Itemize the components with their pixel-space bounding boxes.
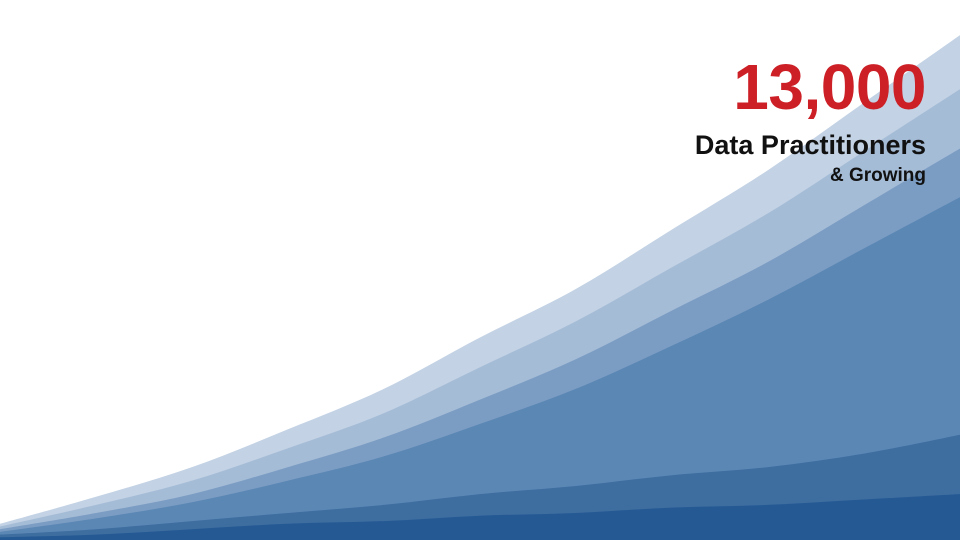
headline: 13,000 Data Practitioners & Growing [694,51,927,188]
area-layer-1 [0,494,960,540]
headline-number: 13,000 [733,51,926,123]
headline-subtitle: Data Practitioners [694,130,926,160]
area-layer-3 [0,197,960,540]
headline-tagline: & Growing [829,165,926,186]
